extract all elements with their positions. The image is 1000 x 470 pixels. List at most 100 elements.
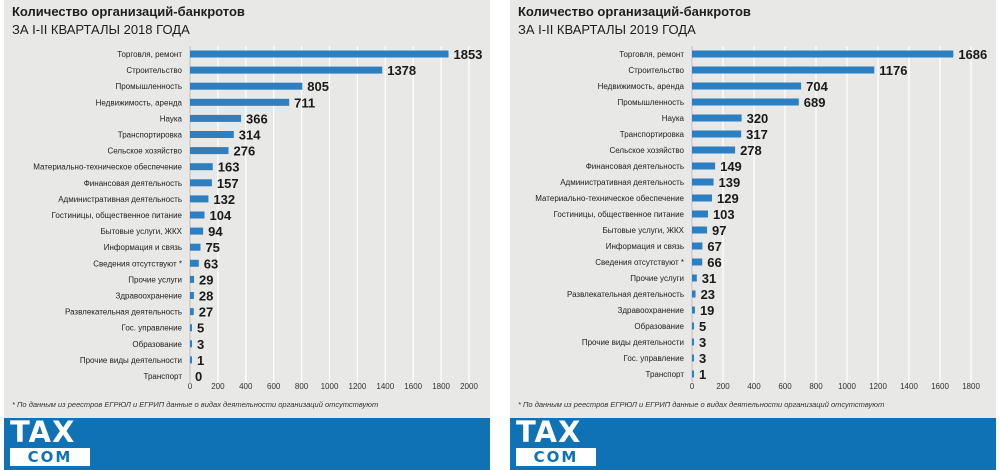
- bar: [692, 210, 708, 218]
- bar: [692, 306, 695, 314]
- category-label: Образование: [132, 340, 182, 349]
- logo-text-top: TAX: [516, 415, 582, 449]
- x-tick-label: 1400: [376, 382, 394, 391]
- x-tick-label: 1600: [931, 382, 949, 391]
- bar: [692, 146, 736, 154]
- bar: [190, 340, 192, 348]
- data-label: 132: [213, 192, 235, 207]
- data-label: 31: [702, 271, 716, 286]
- x-tick-label: 800: [295, 382, 309, 391]
- chart-title: Количество организаций-банкротов: [518, 4, 751, 19]
- category-label: Промышленность: [115, 82, 182, 91]
- category-label: Финансовая деятельность: [84, 179, 182, 188]
- data-label: 129: [717, 191, 739, 206]
- x-tick-label: 1000: [838, 382, 856, 391]
- data-label: 66: [707, 255, 721, 270]
- data-label: 23: [701, 287, 715, 302]
- x-tick-label: 0: [188, 382, 193, 391]
- data-label: 1176: [879, 63, 907, 78]
- bar: [190, 227, 204, 235]
- data-label: 97: [712, 223, 726, 238]
- bar: [190, 275, 195, 283]
- x-tick-label: 1200: [349, 382, 367, 391]
- data-label: 805: [307, 79, 329, 94]
- category-label: Административная деятельность: [560, 178, 684, 187]
- data-label: 1378: [387, 63, 416, 78]
- bar: [190, 98, 290, 106]
- category-label: Гос. управление: [122, 324, 183, 333]
- category-label: Торговля, ремонт: [117, 50, 182, 59]
- data-label: 29: [199, 272, 213, 287]
- data-label: 276: [234, 144, 256, 159]
- category-label: Информация и связь: [606, 242, 684, 251]
- x-tick-label: 200: [211, 382, 225, 391]
- data-label: 139: [719, 175, 741, 190]
- data-label: 19: [700, 303, 714, 318]
- data-label: 163: [218, 160, 240, 175]
- category-label: Сведения отсутствуют *: [93, 259, 182, 268]
- data-label: 711: [294, 95, 315, 110]
- taxcom-logo: TAX COM: [516, 418, 602, 466]
- x-tick-label: 1800: [962, 382, 980, 391]
- bar: [692, 178, 714, 186]
- chart-subtitle: ЗА I-II КВАРТАЛЫ 2018 ГОДА: [12, 22, 190, 37]
- category-label: Финансовая деятельность: [586, 162, 684, 171]
- x-tick-label: 400: [747, 382, 761, 391]
- data-label: 157: [217, 176, 239, 191]
- taxcom-logo: TAX COM: [10, 418, 96, 466]
- x-tick-label: 1000: [321, 382, 339, 391]
- category-label: Образование: [634, 322, 684, 331]
- category-label: Административная деятельность: [58, 195, 182, 204]
- chart-panel-2018: Количество организаций-банкротов ЗА I-II…: [4, 0, 490, 470]
- category-label: Транспортировка: [620, 130, 685, 139]
- data-label: 3: [699, 335, 706, 350]
- data-label: 1686: [958, 47, 987, 62]
- data-label: 689: [804, 95, 826, 110]
- chart-footnote: * По данным из реестров ЕГРЮЛ и ЕГРИП да…: [518, 400, 885, 409]
- data-label: 75: [205, 240, 219, 255]
- chart-title: Количество организаций-банкротов: [12, 4, 245, 19]
- logo-text-bottom: COM: [10, 448, 90, 466]
- x-tick-label: 1600: [404, 382, 422, 391]
- bar-chart-2018: 0 200 400 600 800 1000 1200 1400 1600 1800 2000 Тор…: [33, 46, 482, 391]
- bar: [692, 290, 696, 298]
- category-label: Бытовые услуги, ЖКХ: [603, 226, 685, 235]
- bar: [692, 114, 742, 122]
- category-label: Гостиницы, общественное питание: [554, 210, 685, 219]
- logo-band: TAX COM: [4, 418, 490, 470]
- category-label: Недвижимость, аренда: [96, 98, 183, 107]
- data-label: 94: [208, 224, 223, 239]
- x-tick-label: 2000: [460, 382, 478, 391]
- bar: [692, 66, 875, 74]
- chart-panel-2019: Количество организаций-банкротов ЗА I-II…: [510, 0, 996, 470]
- bar: [692, 242, 703, 250]
- bar: [190, 211, 205, 219]
- data-label: 3: [197, 337, 204, 352]
- bar: [190, 147, 229, 155]
- category-label: Здравоохранение: [618, 306, 685, 315]
- bar: [692, 194, 712, 202]
- bar: [190, 195, 209, 203]
- x-tick-label: 800: [809, 382, 823, 391]
- category-label: Материально-техническое обеспечение: [33, 163, 182, 172]
- category-label: Транспортировка: [118, 131, 183, 140]
- category-label: Промышленность: [617, 98, 684, 107]
- x-tick-label: 400: [239, 382, 253, 391]
- category-label: Наука: [662, 114, 685, 123]
- data-label: 704: [806, 79, 828, 94]
- category-label: Прочие виды деятельности: [80, 356, 182, 365]
- data-label: 63: [204, 256, 218, 271]
- data-label: 28: [199, 289, 213, 304]
- data-label: 320: [747, 111, 769, 126]
- category-label: Сельское хозяйство: [107, 147, 182, 156]
- logo-text-top: TAX: [10, 415, 76, 449]
- category-label: Гос. управление: [624, 354, 685, 363]
- bar: [692, 274, 697, 282]
- bar: [692, 322, 694, 330]
- x-tick-label: 600: [267, 382, 281, 391]
- logo-band: TAX COM: [510, 418, 996, 470]
- x-tick-label: 0: [690, 382, 695, 391]
- bar: [190, 259, 199, 267]
- category-label: Недвижимость, аренда: [598, 82, 685, 91]
- category-label: Наука: [160, 114, 183, 123]
